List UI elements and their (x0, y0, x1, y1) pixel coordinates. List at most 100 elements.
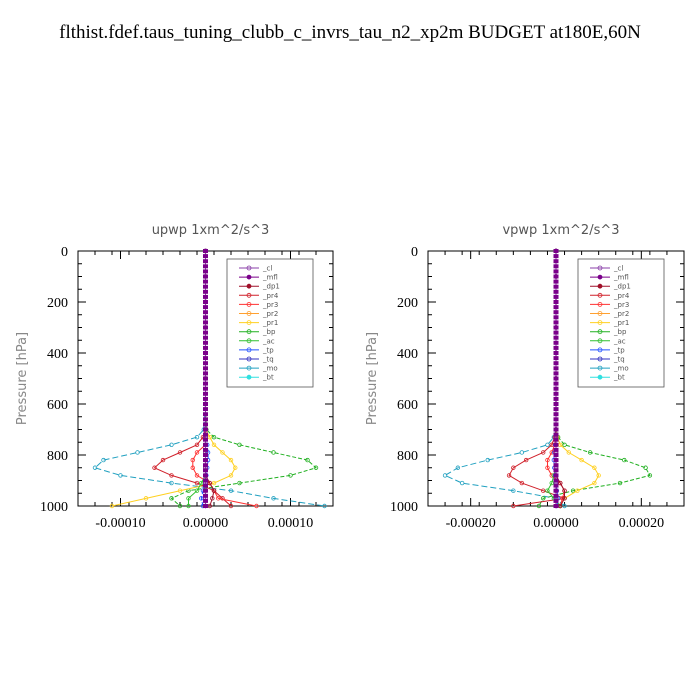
data-point-pr4 (228, 503, 234, 509)
data-point-mfl (203, 493, 208, 498)
chart-title: vpwp 1xm^2/s^3 (502, 223, 619, 238)
legend-marker-bp (597, 329, 603, 335)
data-point-bp (570, 488, 576, 493)
data-point-mfl (553, 473, 559, 478)
data-point-ac (545, 488, 550, 493)
legend-label-pr2: _pr2 (262, 310, 278, 318)
y-tick-label: 400 (47, 347, 68, 362)
data-point-bp (237, 480, 242, 486)
data-point-pr3 (190, 465, 195, 470)
legend: _cl_mfl_dp1_pr4_pr3_pr2_pr1_bp_ac_tp_tq_… (577, 258, 665, 388)
data-point-mo (118, 473, 123, 478)
legend-marker-tp (246, 347, 252, 353)
data-point-mfl (203, 371, 208, 376)
data-point-pr4 (541, 488, 546, 493)
legend-marker-cl (246, 265, 252, 271)
legend-marker-pr3 (246, 301, 252, 307)
data-point-mfl (203, 351, 208, 355)
data-point-bp (169, 496, 174, 501)
data-point-mfl (203, 412, 208, 417)
data-point-ac (549, 480, 554, 486)
legend-marker-pr1 (246, 320, 252, 326)
data-point-mfl (203, 458, 208, 463)
data-point-pr1 (177, 488, 183, 493)
data-point-pr1 (211, 442, 217, 447)
data-point-mfl (203, 289, 208, 294)
series-line-pr1 (111, 251, 236, 507)
legend-marker-mfl (597, 274, 603, 280)
legend-marker-bt (597, 374, 603, 380)
data-point-mfl (203, 391, 208, 396)
data-point-pr4 (200, 434, 206, 440)
data-point-pr3 (216, 496, 221, 501)
legend-marker-pr4 (246, 292, 252, 298)
data-point-pr1 (579, 457, 584, 463)
data-point-pr4 (541, 450, 546, 455)
legend-marker-cl (597, 265, 603, 271)
data-point-mfl (553, 402, 559, 406)
data-point-bp (562, 442, 567, 447)
data-point-mo (135, 450, 140, 455)
data-point-ac (186, 503, 191, 509)
data-point-mo (92, 465, 98, 470)
data-point-mfl (553, 504, 559, 508)
legend-marker-pr1 (597, 320, 603, 326)
legend-label-tq: _tq (262, 356, 274, 364)
chart-panel-1: upwp 1xm^2/s^3 Pressure [hPa] 0 200 400 600 80… (15, 223, 334, 531)
y-tick-label: 600 (47, 398, 68, 413)
data-point-mfl (553, 254, 559, 259)
data-point-mfl (553, 478, 559, 483)
legend-marker-tq (597, 356, 603, 362)
legend-label-bp: _bp (262, 328, 276, 336)
data-point-pr1 (233, 465, 238, 470)
data-point-mfl (553, 391, 559, 396)
data-point-mfl (553, 351, 559, 355)
data-point-mo (511, 488, 516, 493)
legend-label-dp1: _dp1 (262, 283, 280, 291)
data-point-pr4 (160, 457, 166, 463)
data-point-mfl (203, 284, 208, 289)
data-point-mfl (553, 340, 559, 345)
data-point-bp (536, 503, 542, 509)
data-point-mfl (553, 274, 559, 279)
data-point-mfl (553, 422, 559, 427)
data-point-mfl (553, 498, 559, 503)
data-point-mo (459, 480, 465, 486)
data-point-pr1 (566, 450, 571, 455)
data-point-mfl (203, 269, 208, 274)
data-point-pr1 (592, 465, 597, 470)
legend-marker-bp (246, 329, 252, 335)
legend-marker-mo (597, 365, 603, 371)
data-point-mo (485, 457, 490, 463)
legend-marker-tp (597, 347, 603, 353)
data-point-mfl (553, 305, 559, 310)
data-point-mfl (553, 488, 559, 493)
y-tick-label: 600 (397, 398, 418, 413)
legend-label-pr1: _pr1 (262, 319, 278, 327)
data-point-mfl (553, 483, 559, 488)
data-point-mfl (203, 340, 208, 345)
data-point-ac (199, 480, 204, 486)
data-point-pr1 (596, 473, 601, 478)
legend-label-bt: _bt (262, 374, 274, 382)
data-point-mfl (203, 381, 208, 386)
data-point-ac (194, 488, 200, 493)
legend-label-cl: _cl (262, 265, 272, 273)
data-point-bp (622, 457, 627, 463)
data-point-pr3 (549, 450, 554, 455)
data-point-pr1 (228, 457, 234, 463)
data-point-mo (228, 488, 234, 493)
data-point-mfl (203, 279, 208, 284)
data-point-pr3 (254, 503, 259, 509)
data-point-mfl (203, 335, 208, 340)
x-tick-label: 0.00010 (268, 516, 314, 531)
data-point-pr1 (228, 473, 234, 478)
data-point-mfl (203, 361, 208, 366)
data-point-mfl (203, 356, 208, 361)
data-point-pr1 (207, 434, 212, 440)
data-point-pr1 (575, 488, 580, 493)
legend-marker-pr2 (597, 311, 603, 316)
legend-label-pr3: _pr3 (262, 301, 278, 309)
data-point-mfl (553, 366, 559, 371)
data-point-mfl (553, 294, 559, 299)
